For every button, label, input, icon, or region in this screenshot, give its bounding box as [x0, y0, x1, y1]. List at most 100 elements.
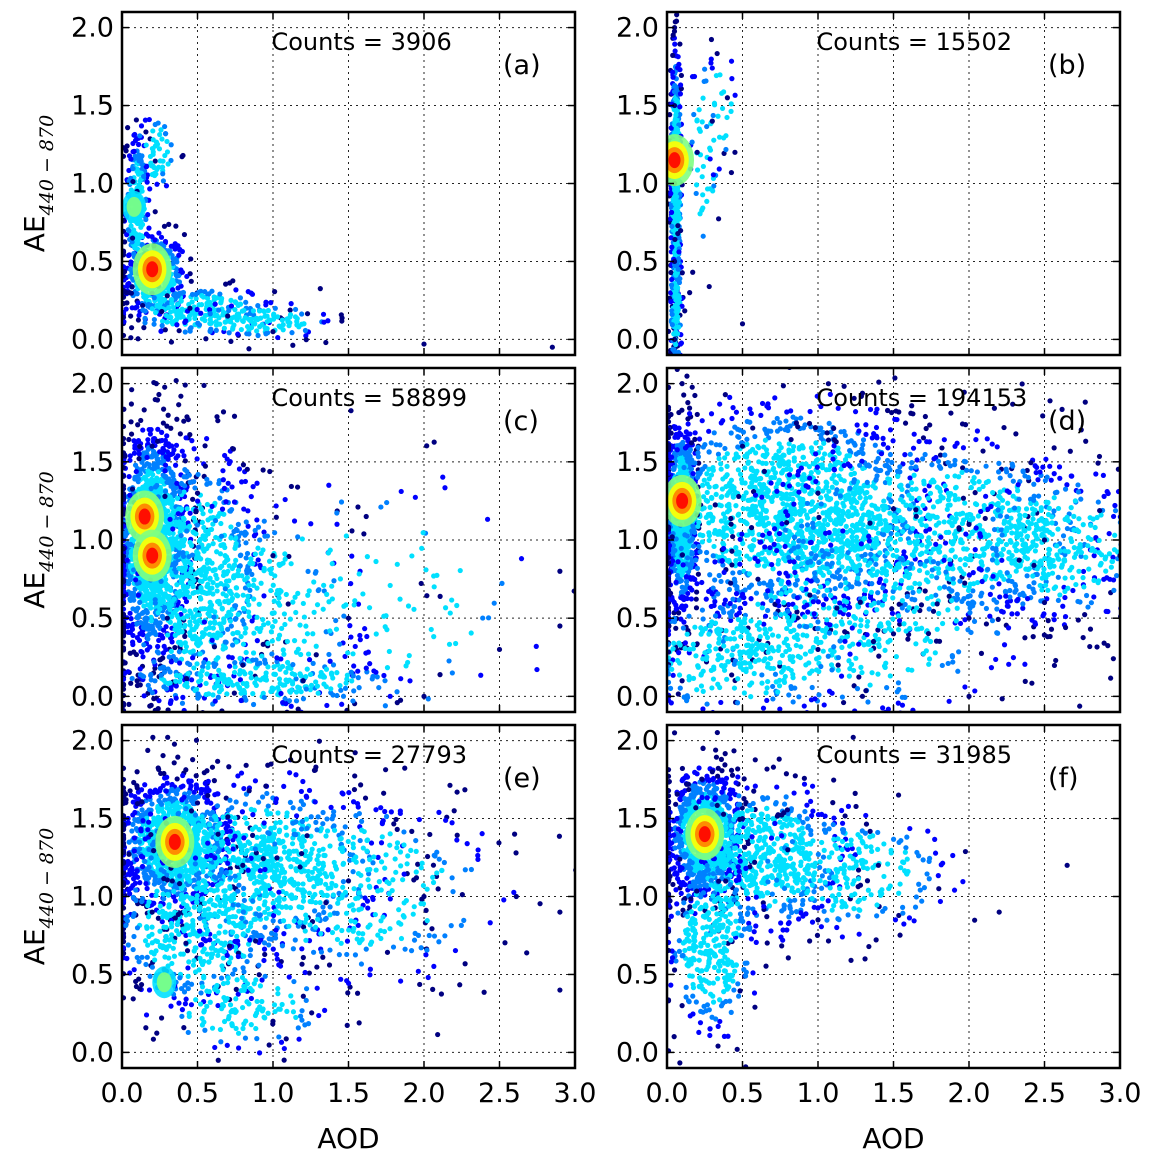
scatter-point [136, 637, 143, 644]
scatter-point [230, 324, 236, 331]
scatter-point [723, 146, 729, 153]
scatter-point [175, 511, 181, 517]
scatter-point [676, 0, 681, 5]
scatter-point [262, 657, 268, 663]
scatter-point [672, 236, 678, 243]
scatter-point [302, 327, 309, 334]
scatter-point [196, 679, 202, 685]
scatter-point [423, 567, 429, 573]
scatter-point [182, 633, 188, 639]
scatter-point [140, 624, 146, 631]
scatter-point [440, 474, 446, 480]
scatter-point [161, 604, 168, 611]
scatter-point [349, 678, 355, 684]
scatter-point [226, 718, 231, 723]
scatter-point [217, 551, 224, 557]
scatter-point [165, 529, 172, 535]
y-tick-label: 2.0 [616, 13, 659, 44]
scatter-point [295, 590, 301, 596]
scatter-point [363, 513, 369, 520]
scatter-point [238, 697, 244, 704]
scatter-point [693, 605, 700, 611]
scatter-point [183, 435, 189, 441]
scatter-point [128, 680, 134, 686]
scatter-point [184, 589, 190, 595]
scatter-point [696, 460, 702, 466]
scatter-point [212, 609, 218, 615]
scatter-point [179, 448, 185, 454]
scatter-point [412, 494, 418, 500]
scatter-point [344, 676, 350, 682]
scatter-point [233, 639, 239, 645]
scatter-point [689, 139, 695, 145]
scatter-point [127, 577, 134, 583]
scatter-point [125, 125, 131, 131]
scatter-point [126, 581, 132, 587]
scatter-point [126, 436, 132, 443]
outlier-point [694, 149, 700, 155]
scatter-point [225, 679, 232, 685]
scatter-point [153, 310, 159, 316]
scatter-point [272, 573, 278, 579]
scatter-point [240, 462, 247, 468]
scatter-point [161, 223, 168, 229]
scatter-point [213, 572, 219, 578]
y-axis-label-main: AE [18, 215, 51, 252]
scatter-point [190, 496, 196, 502]
scatter-point [243, 649, 249, 656]
scatter-point [343, 602, 349, 608]
scatter-point [700, 205, 706, 211]
scatter-point [292, 672, 298, 678]
scatter-point [180, 152, 186, 159]
scatter-point [254, 661, 261, 667]
scatter-point [677, 276, 683, 282]
scatter-point [214, 414, 220, 420]
scatter-point [164, 138, 170, 145]
scatter-point [397, 596, 403, 602]
scatter-point [194, 456, 200, 462]
scatter-point [717, 72, 723, 78]
y-tick-label: 2.0 [71, 13, 114, 44]
scatter-point [303, 333, 309, 339]
scatter-point [293, 609, 299, 616]
scatter-point [166, 585, 173, 591]
scatter-point [300, 600, 306, 607]
scatter-point [159, 323, 165, 329]
scatter-point [290, 342, 296, 348]
scatter-point [237, 685, 243, 692]
scatter-point [716, 134, 723, 140]
scatter-point [204, 436, 210, 442]
scatter-point [198, 288, 204, 294]
scatter-point [155, 705, 161, 712]
scatter-point [437, 593, 443, 599]
scatter-point [157, 657, 163, 663]
scatter-point [194, 522, 201, 528]
scatter-cloud [122, 377, 575, 723]
scatter-point [348, 669, 354, 675]
scatter-point [258, 550, 264, 557]
scatter-point [190, 655, 196, 661]
scatter-point [406, 652, 412, 659]
scatter-point [152, 158, 158, 164]
scatter-point [207, 613, 213, 619]
scatter-point [282, 551, 288, 557]
scatter-point [170, 243, 176, 249]
scatter-point [246, 613, 252, 620]
scatter-point [232, 664, 238, 670]
scatter-point [186, 594, 193, 600]
scatter-point [263, 331, 269, 337]
scatter-point [244, 550, 251, 557]
scatter-point [256, 308, 263, 314]
scatter-point [177, 621, 183, 627]
scatter-point [293, 698, 300, 704]
scatter-point [128, 156, 134, 162]
scatter-point [269, 638, 275, 644]
scatter-point [156, 230, 162, 236]
panel-tag: (c) [503, 406, 539, 437]
scatter-point [148, 672, 154, 679]
scatter-point [195, 471, 201, 478]
scatter-point [243, 625, 249, 631]
scatter-point [215, 630, 221, 636]
scatter-point [173, 569, 179, 575]
scatter-point [181, 453, 187, 459]
